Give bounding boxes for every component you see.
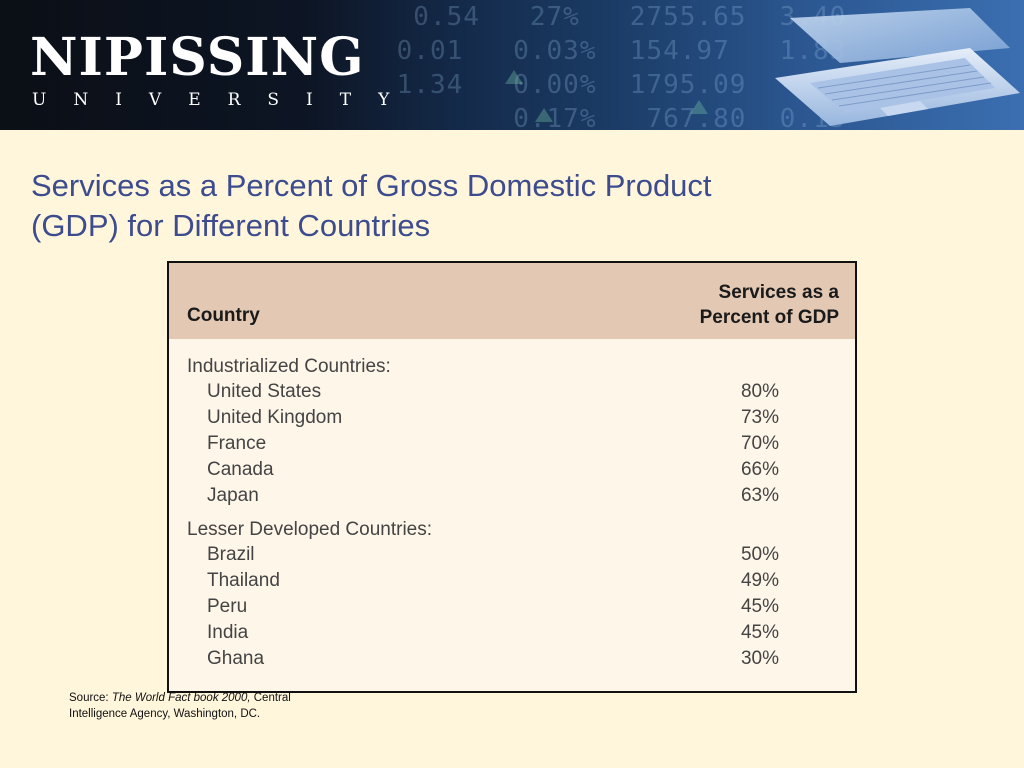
title-line-1: Services as a Percent of Gross Domestic …	[31, 168, 712, 203]
services-percent: 66%	[740, 459, 779, 480]
table-row: United States 80%	[169, 381, 855, 407]
source-line-2: Intelligence Agency, Washington, DC.	[69, 708, 261, 720]
logo-name: NIPISSING	[30, 27, 365, 88]
laptop-image	[775, 8, 1020, 126]
services-percent: 73%	[740, 407, 779, 428]
country-name: Brazil	[207, 544, 255, 565]
table-header: Country Services as a Percent of GDP	[169, 263, 855, 339]
country-name: Japan	[207, 485, 259, 506]
column-header-services: Services as a Percent of GDP	[700, 280, 839, 330]
country-name: Thailand	[207, 570, 280, 591]
source-rest: Central	[250, 692, 291, 704]
services-percent: 30%	[740, 648, 779, 669]
column-header-country: Country	[187, 305, 260, 326]
slide-title: Services as a Percent of Gross Domestic …	[31, 166, 851, 246]
services-gdp-table: Country Services as a Percent of GDP Ind…	[167, 261, 857, 693]
country-name: United States	[207, 381, 322, 402]
table-row: Peru 45%	[169, 596, 855, 622]
up-arrow-icon	[690, 100, 708, 114]
services-percent: 50%	[740, 544, 779, 565]
services-percent: 80%	[740, 381, 779, 402]
table-row: Japan 63%	[169, 485, 855, 511]
column-header-services-line2: Percent of GDP	[699, 307, 839, 328]
group-label-lesser-developed: Lesser Developed Countries:	[187, 519, 433, 540]
table-row: United Kingdom 73%	[169, 407, 855, 433]
table-row: Thailand 49%	[169, 570, 855, 596]
stock-ticker-background: 0.54 27% 2755.65 3.40 0.01 0.03% 154.97 …	[396, 2, 862, 130]
services-percent: 63%	[740, 485, 779, 506]
services-percent: 70%	[740, 433, 779, 454]
logo-subtitle: UNIVERSITY	[32, 90, 417, 110]
table-row: Canada 66%	[169, 459, 855, 485]
title-line-2: (GDP) for Different Countries	[31, 208, 431, 243]
country-name: Ghana	[207, 648, 265, 669]
source-title: The World Fact book 2000,	[111, 692, 251, 704]
up-arrow-icon	[505, 70, 523, 84]
source-citation: Source: The World Fact book 2000, Centra…	[69, 690, 369, 722]
table-row: France 70%	[169, 433, 855, 459]
source-prefix: Source:	[69, 692, 112, 704]
services-percent: 49%	[740, 570, 779, 591]
up-arrow-icon	[535, 108, 553, 122]
university-logo: NIPISSING UNIVERSITY	[30, 27, 417, 111]
country-name: France	[207, 433, 267, 454]
header-banner: 0.54 27% 2755.65 3.40 0.01 0.03% 154.97 …	[0, 0, 1024, 130]
column-header-services-line1: Services as a	[718, 282, 839, 303]
group-label-industrialized: Industrialized Countries:	[187, 356, 391, 377]
table-row: India 45%	[169, 622, 855, 648]
services-percent: 45%	[740, 596, 779, 617]
country-name: Canada	[207, 459, 274, 480]
services-percent: 45%	[740, 622, 779, 643]
table-row: Brazil 50%	[169, 544, 855, 570]
country-name: India	[207, 622, 249, 643]
country-name: Peru	[207, 596, 248, 617]
country-name: United Kingdom	[207, 407, 343, 428]
table-row: Ghana 30%	[169, 648, 855, 674]
